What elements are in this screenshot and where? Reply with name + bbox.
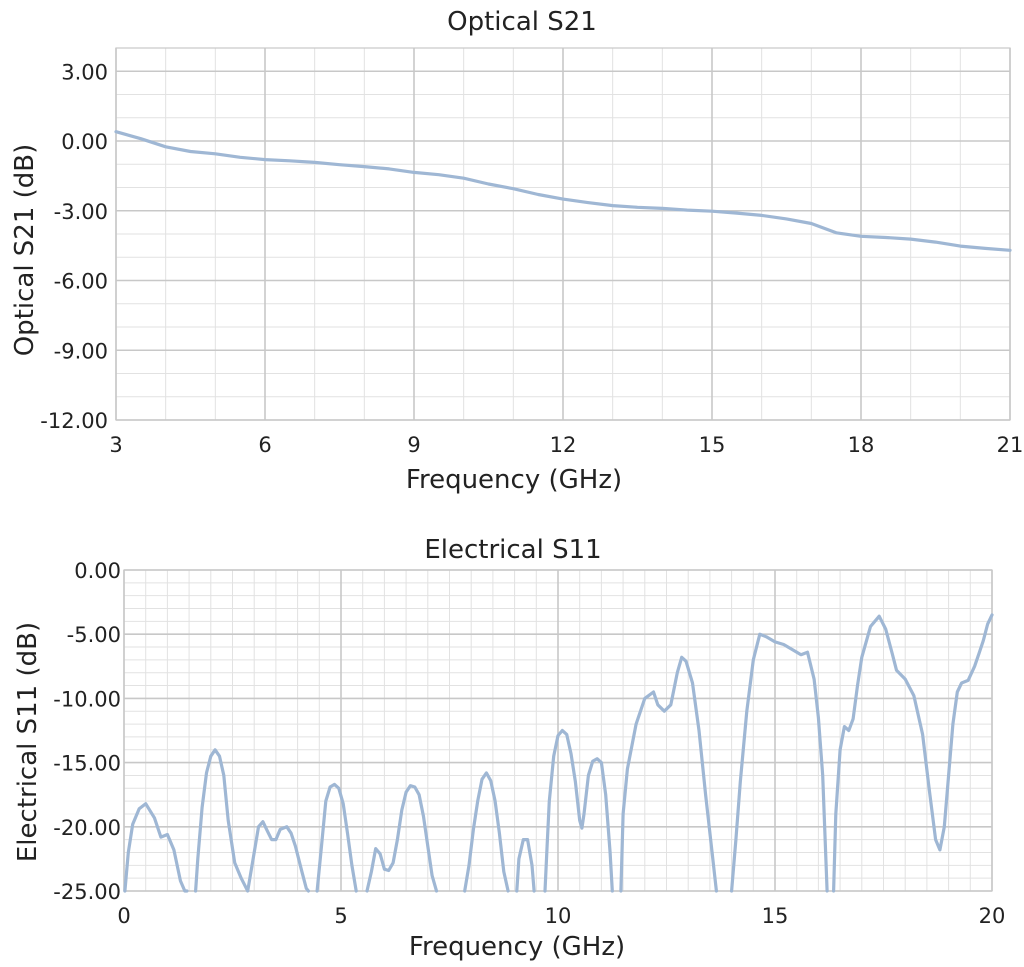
series-line (515, 837, 536, 893)
x-tick-label: 15 (762, 904, 789, 928)
y-tick-label: -20.00 (53, 816, 121, 840)
y-tick-label: -5.00 (67, 623, 121, 647)
series-group (114, 130, 1012, 252)
series-line (729, 632, 829, 893)
x-tick-label: 6 (258, 433, 271, 457)
plot-frame (115, 47, 1011, 421)
series-line (831, 613, 994, 893)
x-tick-label: 12 (550, 433, 577, 457)
y-axis-label: Electrical S11 (dB) (13, 622, 43, 862)
x-axis-label: Frequency (GHz) (406, 465, 622, 495)
y-tick-label: -10.00 (53, 687, 121, 711)
y-tick-label: -12.00 (40, 409, 108, 433)
x-tick-label: 9 (407, 433, 420, 457)
x-tick-labels: 3 6 9 12 15 18 21 (109, 433, 1023, 457)
x-tick-label: 20 (979, 904, 1006, 928)
y-tick-label: -3.00 (54, 200, 108, 224)
chart-title: Electrical S11 (424, 535, 601, 565)
x-tick-label: 5 (334, 904, 347, 928)
series-line (619, 655, 719, 893)
series-line (123, 802, 189, 893)
y-tick-label: -6.00 (54, 270, 108, 294)
y-tick-labels: 3.00 0.00 -3.00 -6.00 -9.00 -12.00 (40, 60, 108, 433)
series-line (463, 771, 510, 893)
y-tick-label: 0.00 (74, 559, 121, 583)
y-tick-label: -25.00 (53, 880, 121, 904)
electrical-s11-chart: Electrical S11 0.00 -5.00 -10.00 -15.00 -20.… (13, 535, 1005, 962)
major-grid (115, 48, 1011, 421)
x-tick-label: 21 (997, 433, 1024, 457)
chart-title: Optical S21 (447, 7, 597, 37)
series-line (114, 130, 1012, 252)
x-tick-label: 0 (117, 904, 130, 928)
optical-s21-chart: Optical S21 3.00 0.00 -3.00 -6.00 -9.00 -12.0… (10, 7, 1023, 495)
x-tick-label: 15 (699, 433, 726, 457)
y-tick-label: -15.00 (53, 752, 121, 776)
series-line (543, 728, 614, 893)
x-tick-labels: 0 5 10 15 20 (117, 904, 1005, 928)
series-group (123, 613, 994, 893)
series-line (365, 784, 439, 893)
plot-frame (123, 569, 993, 892)
x-tick-label: 3 (109, 433, 122, 457)
series-line (194, 748, 310, 893)
x-tick-label: 10 (545, 904, 572, 928)
y-tick-label: 3.00 (61, 60, 108, 84)
y-tick-label: -9.00 (54, 339, 108, 363)
y-axis-label: Optical S21 (dB) (10, 144, 40, 357)
series-line (315, 782, 358, 893)
y-tick-labels: 0.00 -5.00 -10.00 -15.00 -20.00 -25.00 (53, 559, 121, 904)
x-tick-label: 18 (848, 433, 875, 457)
x-axis-label: Frequency (GHz) (409, 932, 625, 962)
y-tick-label: 0.00 (61, 130, 108, 154)
